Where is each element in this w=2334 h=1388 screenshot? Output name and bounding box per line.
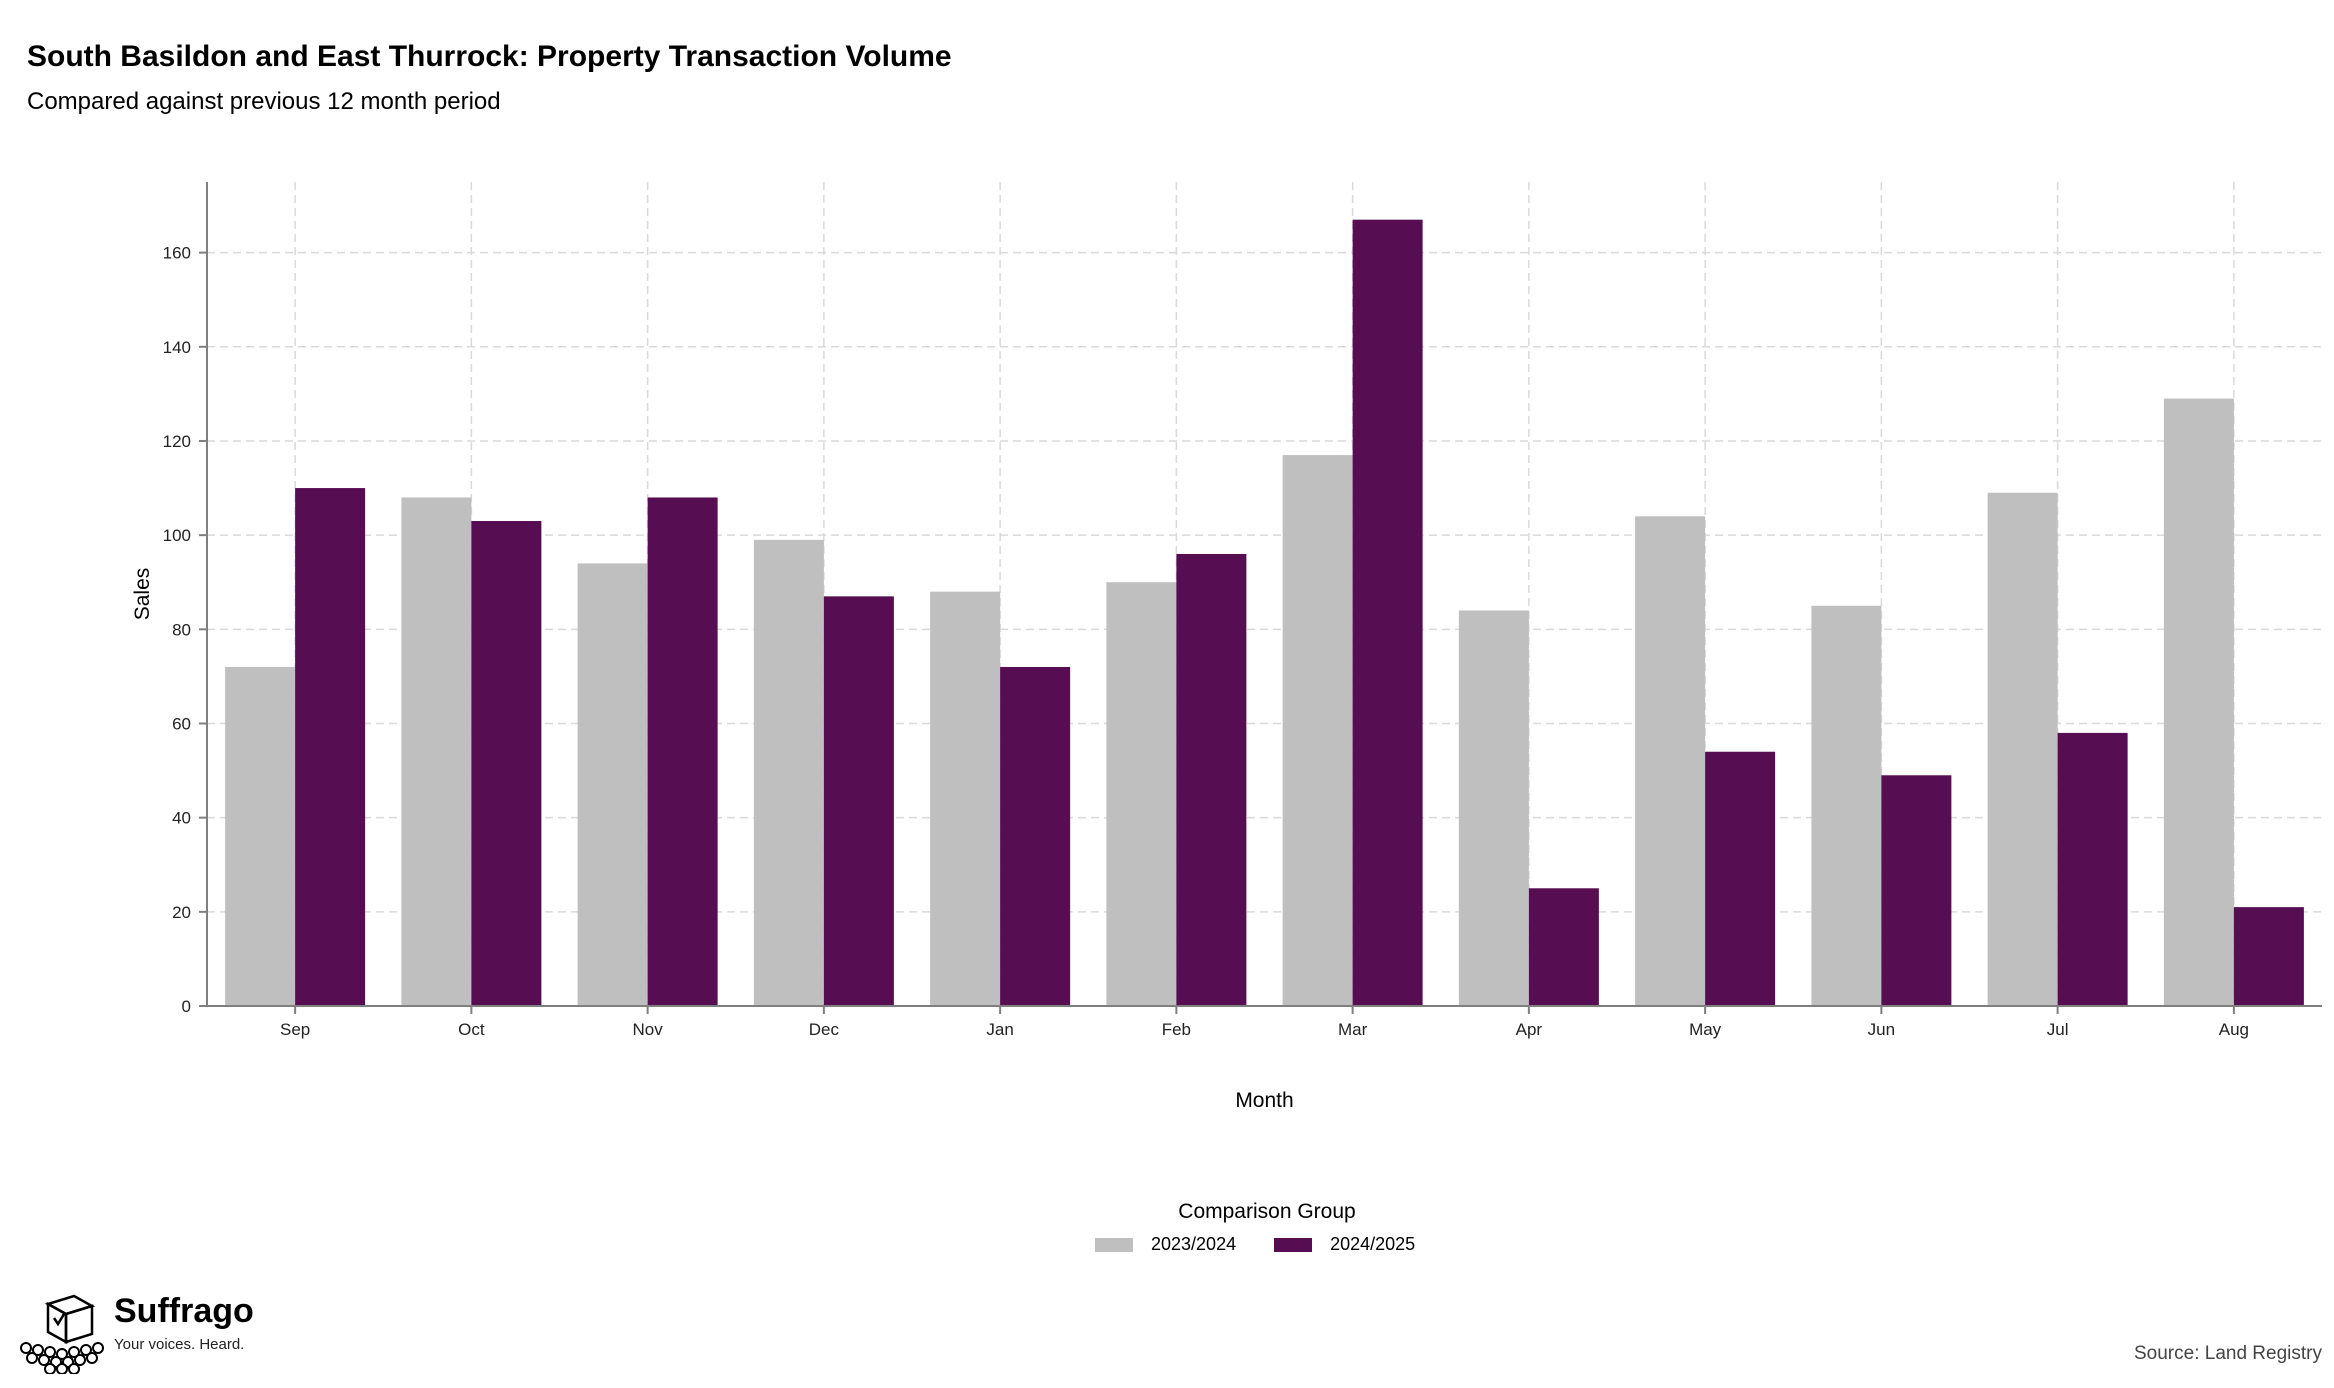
- y-tick-label: 20: [172, 903, 191, 922]
- bar-feb-2024-2025: [1176, 553, 1247, 1006]
- bar-dec-2024-2025: [823, 596, 894, 1006]
- legend-item-2024-2025: 2024/2025: [1274, 1234, 1415, 1255]
- y-tick-label: 100: [163, 526, 191, 545]
- x-tick-label: Sep: [280, 1020, 310, 1039]
- y-axis-title: Sales: [131, 568, 154, 621]
- bar-may-2023-2024: [1635, 516, 1706, 1006]
- bar-may-2024-2025: [1705, 751, 1776, 1006]
- bar-oct-2024-2025: [471, 521, 542, 1006]
- x-tick-label: Feb: [1162, 1020, 1191, 1039]
- suffrago-logo: Suffrago Your voices. Heard.: [14, 1292, 254, 1374]
- brand-name: Suffrago: [114, 1292, 254, 1330]
- bar-jan-2023-2024: [930, 591, 1001, 1006]
- brand-tagline: Your voices. Heard.: [114, 1336, 245, 1353]
- bar-jun-2023-2024: [1811, 605, 1882, 1006]
- x-axis-title: Month: [1235, 1089, 1293, 1112]
- bar-apr-2023-2024: [1458, 610, 1529, 1006]
- y-tick-label: 120: [163, 432, 191, 451]
- chart-title: South Basildon and East Thurrock: Proper…: [27, 40, 952, 73]
- legend-title: Comparison Group: [1178, 1200, 1356, 1223]
- y-tick-label: 40: [172, 809, 191, 828]
- legend-swatch-2024-2025: [1274, 1237, 1313, 1252]
- x-tick-label: Apr: [1516, 1020, 1543, 1039]
- bar-mar-2024-2025: [1352, 219, 1423, 1006]
- chart-subtitle: Compared against previous 12 month perio…: [27, 88, 501, 115]
- x-tick-label: Jul: [2047, 1020, 2069, 1039]
- y-tick-label: 60: [172, 714, 191, 733]
- y-tick-label: 160: [163, 244, 191, 263]
- bar-chart: 0 20 40 60 80 100 120 140 160 Sep Oct Nov Dec Jan Feb M…: [131, 182, 2322, 1112]
- x-tick-label: Dec: [809, 1020, 840, 1039]
- bar-aug-2023-2024: [2163, 398, 2234, 1006]
- bar-jul-2023-2024: [1987, 492, 2058, 1006]
- legend-item-2023-2024: 2023/2024: [1095, 1234, 1236, 1255]
- bar-dec-2023-2024: [753, 539, 824, 1006]
- legend-swatch-2023-2024: [1095, 1237, 1133, 1252]
- x-tick-label: Jan: [986, 1020, 1013, 1039]
- bar-oct-2023-2024: [401, 497, 472, 1006]
- ballot-box-icon: [20, 1294, 104, 1374]
- legend: 2023/2024 2024/2025: [1095, 1234, 1453, 1255]
- bar-nov-2024-2025: [647, 497, 718, 1006]
- y-tick-label: 0: [182, 997, 191, 1016]
- x-tick-label: Mar: [1338, 1020, 1368, 1039]
- source-note: Source: Land Registry: [2134, 1343, 2322, 1364]
- x-tick-label: Aug: [2219, 1020, 2249, 1039]
- x-tick-label: Nov: [633, 1020, 664, 1039]
- x-tick-label: Jun: [1868, 1020, 1895, 1039]
- bar-feb-2023-2024: [1106, 582, 1177, 1006]
- legend-label-2024-2025: 2024/2025: [1330, 1234, 1416, 1254]
- bar-jun-2024-2025: [1881, 775, 1952, 1006]
- legend-label-2023-2024: 2023/2024: [1151, 1234, 1237, 1254]
- bar-jan-2024-2025: [1000, 666, 1071, 1006]
- bar-aug-2024-2025: [2233, 907, 2304, 1006]
- bar-sep-2023-2024: [225, 666, 296, 1006]
- x-tick-label: Oct: [458, 1020, 485, 1039]
- bar-apr-2024-2025: [1528, 888, 1599, 1006]
- y-tick-label: 140: [163, 338, 191, 357]
- bar-nov-2023-2024: [577, 563, 648, 1006]
- bar-sep-2024-2025: [295, 488, 366, 1006]
- bar-jul-2024-2025: [2057, 732, 2128, 1006]
- bar-mar-2023-2024: [1282, 455, 1353, 1006]
- y-tick-label: 80: [172, 620, 191, 639]
- x-tick-label: May: [1689, 1020, 1722, 1039]
